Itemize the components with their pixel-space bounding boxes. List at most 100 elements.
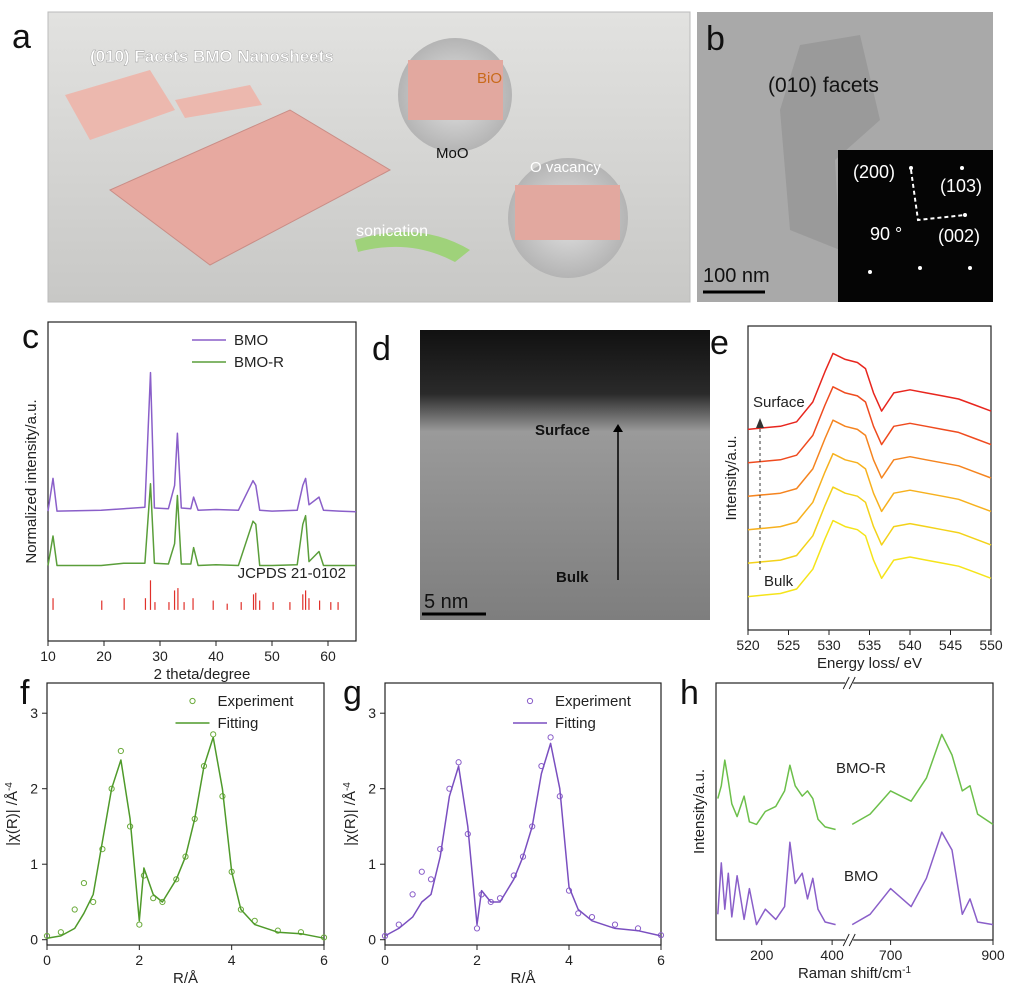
legend-label: BMO [234,332,268,349]
data-point [575,910,582,917]
data-line [747,486,992,564]
x-tick-label: 6 [657,952,665,968]
axis-label-superscript: -1 [902,965,911,976]
x-tick-label: 20 [96,648,112,664]
legend-marker [189,697,196,705]
spot [918,266,922,270]
axis-label: R/Å [173,970,198,987]
nanosheet [109,109,392,266]
panel-label: e [710,324,729,362]
data-point [159,898,166,906]
x-tick-label: 400 [820,947,844,963]
data-line [747,519,992,598]
axis-label-text: Intensity/a.u. [723,435,740,520]
x-tick-label: 0 [381,952,389,968]
annotation: Bulk [764,573,794,590]
x-tick-label: 900 [981,947,1005,963]
label: Bulk [556,569,589,586]
data-line [747,419,992,497]
axis-break-gap [845,681,854,685]
label: MoO [436,145,469,162]
data-point [99,846,106,853]
data-point [473,925,481,932]
x-tick-label: 4 [228,952,236,968]
spot [960,166,964,170]
x-tick-label: 2 [135,952,143,968]
y-tick-label: 1 [30,856,38,872]
label: sonication [356,223,428,240]
axis-label: Energy loss/ eV [817,655,922,672]
lattice [408,60,503,120]
lattice [515,185,620,240]
x-tick-label: 200 [750,947,774,963]
axis-break-mark [842,676,850,690]
series-label: BMO-R [836,760,886,777]
scale-label: 5 nm [424,591,468,613]
x-tick-label: 530 [817,637,841,653]
axis-label-superscript: -4 [4,782,15,791]
arrowhead [613,424,623,432]
axis-label: Intensity/a.u. [691,769,708,854]
y-tick-label: 1 [368,856,376,872]
data-point [136,921,143,928]
spot-label: (200) [853,162,895,182]
panel-title: (010) Facets BMO Nanosheets [90,47,334,66]
guide [910,169,966,222]
axis-label-text: 2 theta/degree [154,666,251,683]
spot [868,270,872,274]
annotation-arrowhead [756,418,764,428]
axis-label-text: Raman shift/cm [798,965,902,982]
axis-break-mark [848,933,856,947]
x-tick-label: 30 [152,648,168,664]
spot-label: (002) [938,226,980,246]
axis-label-text: |χ(R)| /Å [342,791,359,846]
series-label: BMO [844,868,878,885]
legend-label: Fitting [555,715,596,732]
axis-label-text: |χ(R)| /Å [4,791,21,846]
x-tick-label: 540 [898,637,922,653]
scale-label: 100 nm [703,265,770,287]
axis-label-text: Normalized intensity/a.u. [23,399,40,563]
y-tick-label: 2 [368,781,376,797]
data-point [57,929,64,936]
panel-b: (010) facets 100 nm (200) (103) (002) 90… [697,12,993,302]
data-point [588,913,596,921]
x-tick-label: 545 [939,637,963,653]
panel-a: (010) Facets BMO Nanosheets BiO MoO O va… [12,11,691,303]
data-point [71,906,78,913]
y-tick-label: 3 [30,705,38,721]
panel-label: h [680,674,699,712]
spot-label: (103) [940,176,982,196]
axis-label-text: Energy loss/ eV [817,655,922,672]
axis-label: Raman shift/cm-1 [798,965,912,983]
x-tick-label: 535 [858,637,882,653]
x-tick-label: 520 [736,637,760,653]
data-point [80,879,88,887]
data-point [43,932,51,940]
plot-frame [715,682,994,941]
reference-label: JCPDS 21-0102 [238,565,346,582]
legend-marker [526,697,534,705]
axis-break-gap [845,938,854,942]
data-point [519,853,527,860]
axis-label: Intensity/a.u. [723,435,740,520]
data-point [427,876,435,883]
stem-image [420,330,710,620]
axis-label: R/Å [510,970,535,987]
axis-label-text: R/Å [173,970,198,987]
data-point [611,921,619,928]
arrow [355,232,470,262]
panel-label: c [22,318,39,356]
legend-label: Experiment [555,693,632,710]
nanosheet-small [175,85,262,118]
y-tick-label: 0 [30,932,38,948]
x-tick-label: 50 [264,648,280,664]
data-line [46,736,325,939]
label: O vacancy [530,159,601,176]
data-line [47,371,357,513]
angle-label: 90 ° [870,224,902,244]
data-line [747,452,992,531]
plot-frame [46,682,325,946]
data-point [547,734,554,741]
